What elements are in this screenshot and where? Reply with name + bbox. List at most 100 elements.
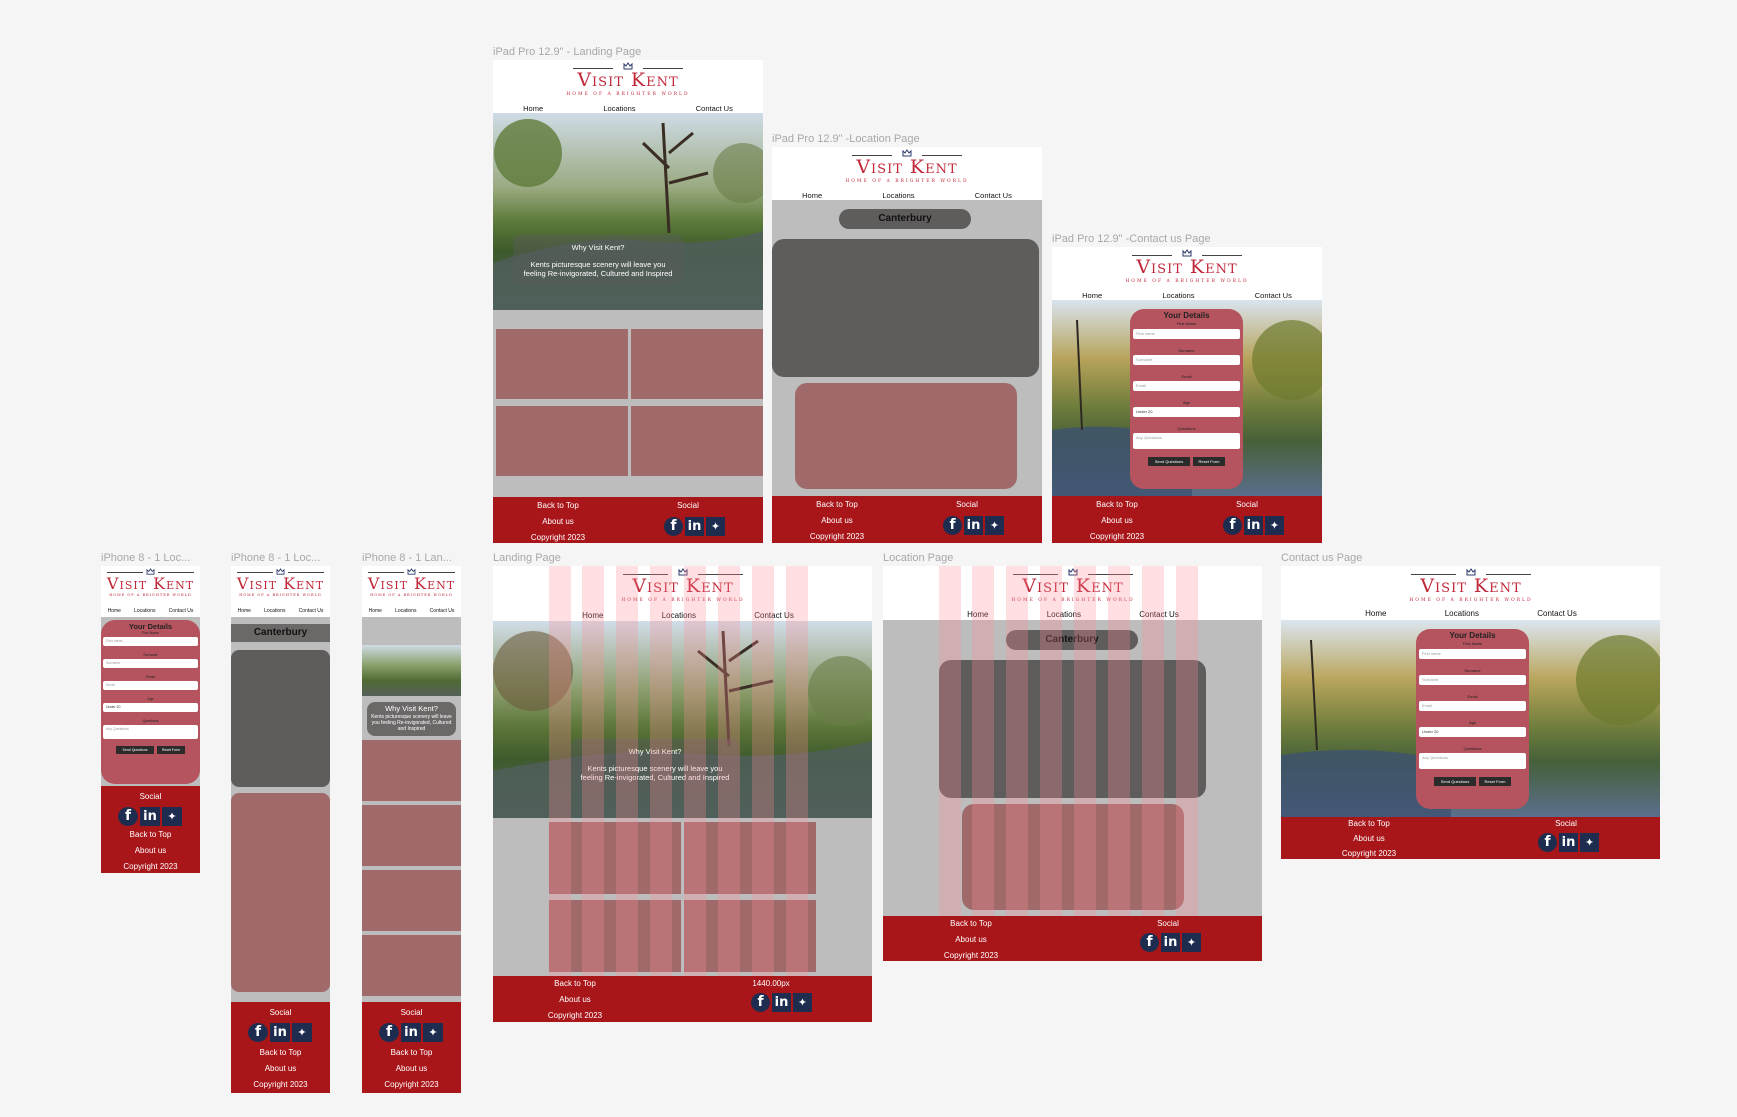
back-to-top-link[interactable]: Back to Top [816, 500, 858, 509]
age-select[interactable]: Under 20 [1419, 727, 1526, 737]
back-to-top-link[interactable]: Back to Top [950, 919, 992, 928]
linkedin-icon[interactable]: in [270, 1023, 290, 1042]
nav-home[interactable]: Home [107, 608, 121, 614]
location-tile[interactable] [496, 329, 628, 399]
about-link[interactable]: About us [264, 1064, 297, 1073]
age-select[interactable]: Under 20 [103, 703, 198, 712]
facebook-icon[interactable]: f [943, 516, 962, 535]
twitter-icon[interactable]: ✦ [985, 516, 1004, 535]
back-to-top-link[interactable]: Back to Top [537, 501, 579, 510]
back-to-top-link[interactable]: Back to Top [1096, 500, 1138, 509]
location-tile[interactable] [496, 406, 628, 476]
facebook-icon[interactable]: f [248, 1023, 268, 1042]
about-link[interactable]: About us [395, 1064, 428, 1073]
back-to-top-link[interactable]: Back to Top [390, 1048, 433, 1057]
linkedin-icon[interactable]: in [401, 1023, 421, 1042]
linkedin-icon[interactable]: in [964, 516, 983, 535]
twitter-icon[interactable]: ✦ [1182, 933, 1201, 952]
twitter-icon[interactable]: ✦ [423, 1023, 443, 1042]
location-tile[interactable] [362, 870, 461, 931]
location-tile[interactable] [684, 822, 816, 894]
questions-textarea[interactable]: Any Questions [1133, 433, 1240, 449]
about-link[interactable]: About us [542, 517, 574, 526]
facebook-icon[interactable]: f [1538, 833, 1557, 852]
nav-locations[interactable]: Locations [661, 611, 696, 620]
facebook-icon[interactable]: f [1223, 516, 1242, 535]
surname-input[interactable]: Surname [1419, 675, 1526, 685]
twitter-icon[interactable]: ✦ [1265, 516, 1284, 535]
questions-textarea[interactable]: Any Questions [1419, 753, 1526, 769]
facebook-icon[interactable]: f [751, 993, 770, 1012]
nav-home[interactable]: Home [237, 608, 251, 614]
nav-contact[interactable]: Contact Us [695, 104, 733, 113]
linkedin-icon[interactable]: in [685, 517, 704, 536]
about-link[interactable]: About us [821, 516, 853, 525]
location-tile[interactable] [631, 406, 763, 476]
facebook-icon[interactable]: f [118, 807, 138, 826]
site-logo[interactable]: Visit Kent HOME OF A BRIGHTER WORLD [493, 62, 763, 98]
nav-home[interactable]: Home [967, 610, 989, 619]
location-tile[interactable] [549, 822, 681, 894]
location-tile[interactable] [362, 935, 461, 996]
send-questions-button[interactable]: Send Questions [1434, 777, 1476, 786]
nav-locations[interactable]: Locations [1046, 610, 1081, 619]
site-logo[interactable]: Visit Kent HOME OF A BRIGHTER WORLD [101, 568, 200, 598]
nav-contact[interactable]: Contact Us [754, 611, 794, 620]
site-logo[interactable]: Visit Kent HOME OF A BRIGHTER WORLD [1052, 249, 1322, 285]
reset-form-button[interactable]: Reset Form [1479, 777, 1511, 786]
facebook-icon[interactable]: f [664, 517, 683, 536]
site-logo[interactable]: Visit Kent HOME OF A BRIGHTER WORLD [362, 568, 461, 598]
about-link[interactable]: About us [559, 995, 591, 1004]
about-link[interactable]: About us [955, 935, 987, 944]
location-tile[interactable] [684, 900, 816, 972]
nav-home[interactable]: Home [523, 104, 544, 113]
twitter-icon[interactable]: ✦ [1580, 833, 1599, 852]
linkedin-icon[interactable]: in [140, 807, 160, 826]
linkedin-icon[interactable]: in [1244, 516, 1263, 535]
nav-locations[interactable]: Locations [395, 608, 417, 614]
twitter-icon[interactable]: ✦ [793, 993, 812, 1012]
back-to-top-link[interactable]: Back to Top [554, 979, 596, 988]
email-input[interactable]: Email [1133, 381, 1240, 391]
nav-home[interactable]: Home [1082, 291, 1103, 300]
nav-home[interactable]: Home [1365, 609, 1387, 618]
nav-contact[interactable]: Contact Us [1537, 609, 1577, 618]
nav-contact[interactable]: Contact Us [298, 608, 324, 614]
nav-contact[interactable]: Contact Us [168, 608, 194, 614]
nav-locations[interactable]: Locations [603, 104, 636, 113]
send-questions-button[interactable]: Send Questions [1148, 457, 1190, 466]
nav-contact[interactable]: Contact Us [1139, 610, 1179, 619]
reset-form-button[interactable]: Reset Form [1193, 457, 1225, 466]
location-tile[interactable] [362, 805, 461, 866]
nav-home[interactable]: Home [802, 191, 823, 200]
site-logo[interactable]: Visit Kent HOME OF A BRIGHTER WORLD [938, 568, 1208, 604]
linkedin-icon[interactable]: in [1559, 833, 1578, 852]
nav-locations[interactable]: Locations [882, 191, 915, 200]
location-tile[interactable] [362, 740, 461, 801]
linkedin-icon[interactable]: in [772, 993, 791, 1012]
twitter-icon[interactable]: ✦ [706, 517, 725, 536]
facebook-icon[interactable]: f [1140, 933, 1159, 952]
nav-home[interactable]: Home [368, 608, 382, 614]
nav-contact[interactable]: Contact Us [974, 191, 1012, 200]
nav-locations[interactable]: Locations [134, 608, 156, 614]
email-input[interactable]: Email [103, 681, 198, 690]
location-tile[interactable] [549, 900, 681, 972]
site-logo[interactable]: Visit Kent HOME OF A BRIGHTER WORLD [231, 568, 330, 598]
email-input[interactable]: Email [1419, 701, 1526, 711]
surname-input[interactable]: Surname [1133, 355, 1240, 365]
site-logo[interactable]: Visit Kent HOME OF A BRIGHTER WORLD [548, 568, 818, 604]
nav-locations[interactable]: Locations [1162, 291, 1195, 300]
linkedin-icon[interactable]: in [1161, 933, 1180, 952]
send-questions-button[interactable]: Send Questions [116, 746, 154, 754]
facebook-icon[interactable]: f [379, 1023, 399, 1042]
back-to-top-link[interactable]: Back to Top [259, 1048, 302, 1057]
first-name-input[interactable]: First name [1419, 649, 1526, 659]
nav-contact[interactable]: Contact Us [1254, 291, 1292, 300]
nav-locations[interactable]: Locations [264, 608, 286, 614]
first-name-input[interactable]: First name [1133, 329, 1240, 339]
nav-home[interactable]: Home [582, 611, 604, 620]
site-logo[interactable]: Visit Kent HOME OF A BRIGHTER WORLD [1336, 568, 1606, 604]
surname-input[interactable]: Surname [103, 659, 198, 668]
twitter-icon[interactable]: ✦ [162, 807, 182, 826]
